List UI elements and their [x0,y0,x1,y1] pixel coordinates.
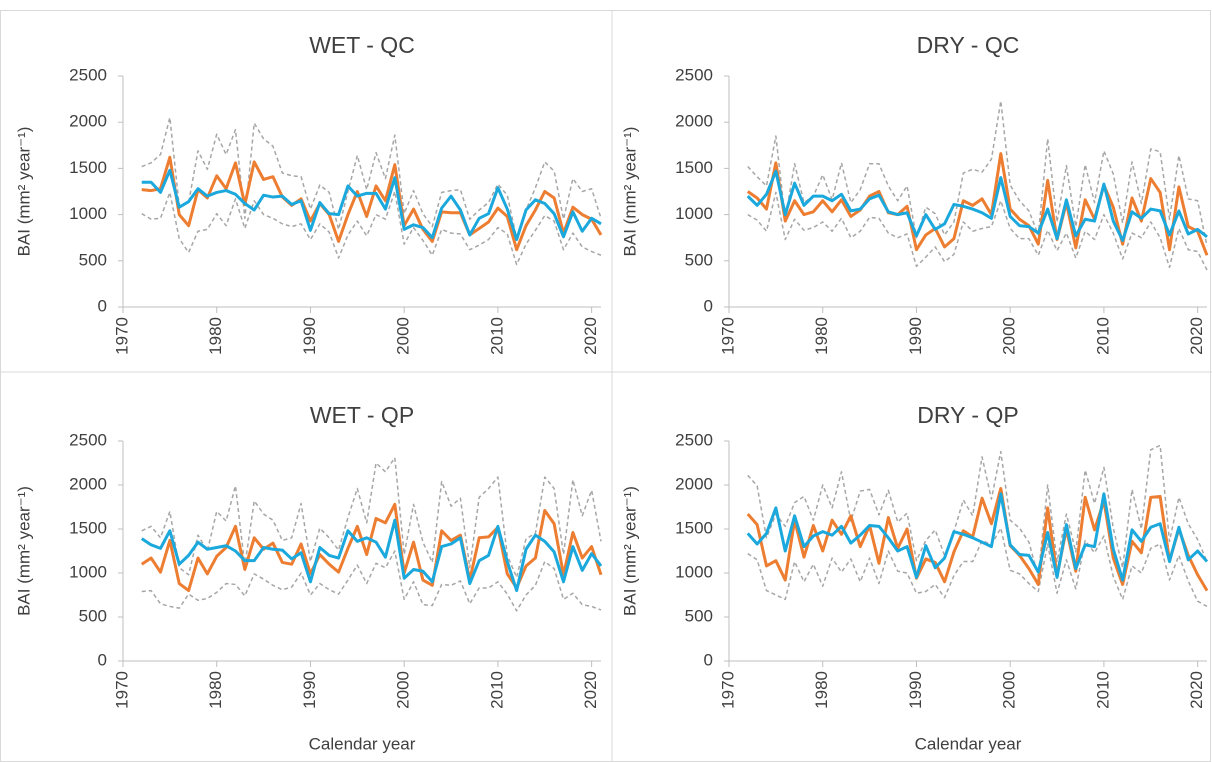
series-line [140,502,603,593]
y-tick-label: 1500 [69,518,107,537]
x-axis-label: Calendar year [309,734,416,753]
x-tick-label: 2010 [1093,671,1112,709]
band-line [141,116,602,240]
x-tick-label: 2020 [1187,671,1206,709]
x-tick-label: 1980 [206,671,225,709]
series-line [141,155,603,252]
x-tick-label: 1990 [906,671,925,709]
y-tick-label: 2000 [675,474,713,493]
chart-title: WET - QC [309,32,415,58]
y-tick-label: 2500 [69,430,107,449]
x-tick-label: 1970 [718,317,737,355]
series-line [140,518,603,593]
x-tick-label: 1990 [300,671,319,709]
chart-panel: DRY - QC BAI (mm² year⁻¹) 0 500 1000 1500 2000… [620,32,1209,355]
y-tick-label: 2500 [675,430,713,449]
band-line [747,191,1208,271]
chart-title: WET - QP [310,402,414,428]
y-tick-label: 0 [98,296,107,315]
y-tick-label: 1000 [69,204,107,223]
series-line [141,168,602,242]
band-line [141,190,602,266]
x-tick-label: 2020 [1187,317,1206,355]
y-tick-label: 500 [79,606,107,625]
x-tick-label: 2020 [581,317,600,355]
y-tick-label: 1000 [675,562,713,581]
y-tick-label: 1000 [675,204,713,223]
y-tick-label: 500 [685,250,713,269]
y-axis-label: BAI (mm² year⁻¹) [620,486,639,616]
x-tick-label: 1970 [112,317,131,355]
x-tick-label: 1980 [812,671,831,709]
x-axis-label: Calendar year [915,734,1022,753]
y-tick-label: 0 [704,296,713,315]
x-tick-label: 2010 [487,671,506,709]
chart-panel: DRY - QP BAI (mm² year⁻¹) Calendar year 0 50… [620,402,1209,753]
x-tick-label: 1980 [206,317,225,355]
chart-title: DRY - QP [917,402,1018,428]
y-tick-label: 0 [704,650,713,669]
y-tick-label: 1500 [69,158,107,177]
frame [0,10,1211,762]
x-tick-label: 2020 [581,671,600,709]
chart-panel: WET - QP BAI (mm² year⁻¹) Calendar year 0 50… [14,402,603,753]
band-line [141,456,602,579]
y-axis-label: BAI (mm² year⁻¹) [14,127,33,257]
x-tick-label: 2010 [487,317,506,355]
y-tick-label: 2000 [675,112,713,131]
y-tick-label: 0 [98,650,107,669]
y-tick-label: 2500 [69,65,107,84]
band-line [747,100,1208,247]
x-tick-label: 1990 [300,317,319,355]
y-tick-label: 2000 [69,474,107,493]
x-tick-label: 1970 [112,671,131,709]
series-line [746,492,1209,582]
y-tick-label: 2000 [69,112,107,131]
y-tick-label: 1500 [675,518,713,537]
y-axis-label: BAI (mm² year⁻¹) [14,486,33,616]
x-tick-label: 2000 [1000,671,1019,709]
y-tick-label: 1000 [69,562,107,581]
x-tick-label: 1980 [812,317,831,355]
x-tick-label: 2000 [1000,317,1019,355]
series-line [746,169,1208,242]
y-tick-label: 1500 [675,158,713,177]
x-tick-label: 2000 [394,317,413,355]
band-line [747,444,1208,578]
y-tick-label: 500 [79,250,107,269]
chart-title: DRY - QC [917,32,1020,58]
x-tick-label: 2000 [394,671,413,709]
y-tick-label: 2500 [675,65,713,84]
x-tick-label: 2010 [1093,317,1112,355]
y-tick-label: 500 [685,606,713,625]
y-axis-label: BAI (mm² year⁻¹) [620,127,639,257]
x-tick-label: 1970 [718,671,737,709]
series-line [746,152,1209,256]
x-tick-label: 1990 [906,317,925,355]
series-line [746,487,1209,592]
chart-panel: WET - QC BAI (mm² year⁻¹) 0 500 1000 1500 2000… [14,32,603,355]
band-line [747,527,1208,608]
